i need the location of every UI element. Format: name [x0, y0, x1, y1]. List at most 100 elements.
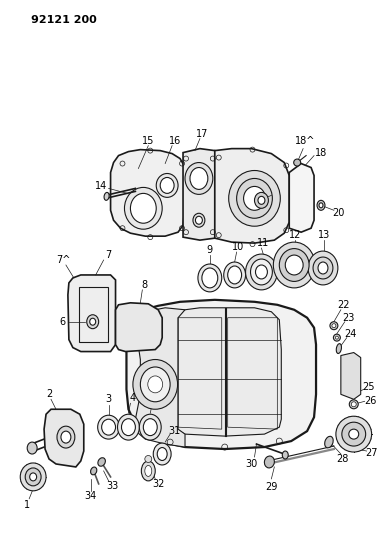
- Ellipse shape: [317, 200, 325, 211]
- Ellipse shape: [148, 376, 163, 393]
- Text: 7: 7: [106, 250, 112, 260]
- Text: 9: 9: [207, 245, 213, 255]
- Ellipse shape: [20, 463, 46, 491]
- Ellipse shape: [102, 419, 115, 435]
- Text: 18^: 18^: [295, 136, 315, 146]
- Text: 26: 26: [365, 397, 377, 406]
- Text: 29: 29: [265, 482, 277, 492]
- Ellipse shape: [294, 159, 301, 166]
- Ellipse shape: [279, 248, 309, 281]
- Ellipse shape: [256, 265, 267, 279]
- Ellipse shape: [264, 456, 274, 468]
- Text: 31: 31: [168, 426, 180, 436]
- Text: 10: 10: [232, 242, 244, 252]
- Ellipse shape: [130, 193, 156, 223]
- Text: 13: 13: [318, 230, 330, 240]
- Ellipse shape: [330, 322, 338, 330]
- Polygon shape: [183, 149, 215, 240]
- Text: 11: 11: [257, 238, 269, 248]
- Polygon shape: [341, 352, 361, 399]
- Ellipse shape: [27, 442, 37, 454]
- Text: 14: 14: [94, 181, 107, 191]
- Text: 5: 5: [151, 393, 157, 403]
- Ellipse shape: [351, 402, 356, 407]
- Polygon shape: [68, 275, 115, 352]
- Text: 12: 12: [289, 230, 301, 240]
- Ellipse shape: [251, 259, 272, 285]
- Ellipse shape: [255, 192, 268, 208]
- Polygon shape: [289, 164, 314, 232]
- Ellipse shape: [125, 188, 162, 229]
- Polygon shape: [126, 300, 316, 449]
- Ellipse shape: [332, 324, 336, 328]
- Ellipse shape: [335, 336, 338, 339]
- Polygon shape: [44, 409, 84, 467]
- Text: 20: 20: [333, 208, 345, 219]
- Text: 24: 24: [344, 329, 357, 338]
- Polygon shape: [110, 150, 184, 236]
- Ellipse shape: [157, 448, 167, 461]
- Ellipse shape: [61, 431, 71, 443]
- Text: 1: 1: [24, 500, 30, 510]
- Ellipse shape: [195, 216, 202, 224]
- Ellipse shape: [30, 473, 37, 481]
- Ellipse shape: [349, 400, 358, 409]
- Text: 25: 25: [362, 382, 375, 392]
- Text: 2: 2: [46, 389, 52, 399]
- Ellipse shape: [57, 426, 75, 448]
- Ellipse shape: [91, 467, 97, 475]
- Ellipse shape: [237, 179, 272, 218]
- Ellipse shape: [202, 268, 218, 288]
- Polygon shape: [170, 308, 281, 436]
- Text: 30: 30: [245, 459, 258, 469]
- Ellipse shape: [156, 173, 178, 197]
- Ellipse shape: [342, 422, 366, 446]
- Ellipse shape: [308, 251, 338, 285]
- Text: 16: 16: [169, 136, 181, 146]
- Text: 17: 17: [196, 128, 208, 139]
- Polygon shape: [215, 149, 289, 243]
- Ellipse shape: [185, 163, 213, 195]
- Ellipse shape: [145, 465, 152, 477]
- Ellipse shape: [98, 415, 120, 439]
- Ellipse shape: [98, 458, 106, 466]
- Ellipse shape: [104, 192, 109, 200]
- Ellipse shape: [145, 456, 152, 463]
- Text: 33: 33: [106, 481, 119, 491]
- Ellipse shape: [285, 255, 303, 275]
- Ellipse shape: [349, 429, 359, 439]
- Ellipse shape: [87, 315, 99, 329]
- Text: 3: 3: [106, 394, 112, 405]
- Text: 7^: 7^: [56, 255, 70, 265]
- Ellipse shape: [133, 360, 178, 409]
- Text: 34: 34: [85, 491, 97, 501]
- Ellipse shape: [122, 419, 135, 435]
- Ellipse shape: [153, 443, 171, 465]
- Polygon shape: [133, 308, 185, 447]
- Text: 23: 23: [343, 313, 355, 323]
- Ellipse shape: [143, 419, 157, 435]
- Ellipse shape: [190, 167, 208, 189]
- Text: 18: 18: [315, 148, 327, 158]
- Ellipse shape: [318, 262, 328, 274]
- Ellipse shape: [228, 266, 242, 284]
- Text: 32: 32: [152, 479, 165, 489]
- Ellipse shape: [258, 196, 265, 204]
- Text: 27: 27: [365, 448, 378, 458]
- Ellipse shape: [229, 171, 280, 226]
- Ellipse shape: [139, 414, 161, 440]
- Ellipse shape: [25, 468, 41, 486]
- Ellipse shape: [325, 437, 333, 448]
- Ellipse shape: [117, 414, 139, 440]
- Ellipse shape: [140, 367, 170, 402]
- Text: 4: 4: [129, 393, 136, 403]
- Ellipse shape: [313, 257, 333, 279]
- Ellipse shape: [282, 451, 288, 459]
- Ellipse shape: [141, 461, 155, 481]
- Text: 92121 200: 92121 200: [31, 15, 97, 25]
- Text: 8: 8: [141, 280, 147, 290]
- Polygon shape: [115, 303, 162, 352]
- Ellipse shape: [273, 242, 315, 288]
- Ellipse shape: [90, 318, 96, 325]
- Ellipse shape: [243, 187, 266, 211]
